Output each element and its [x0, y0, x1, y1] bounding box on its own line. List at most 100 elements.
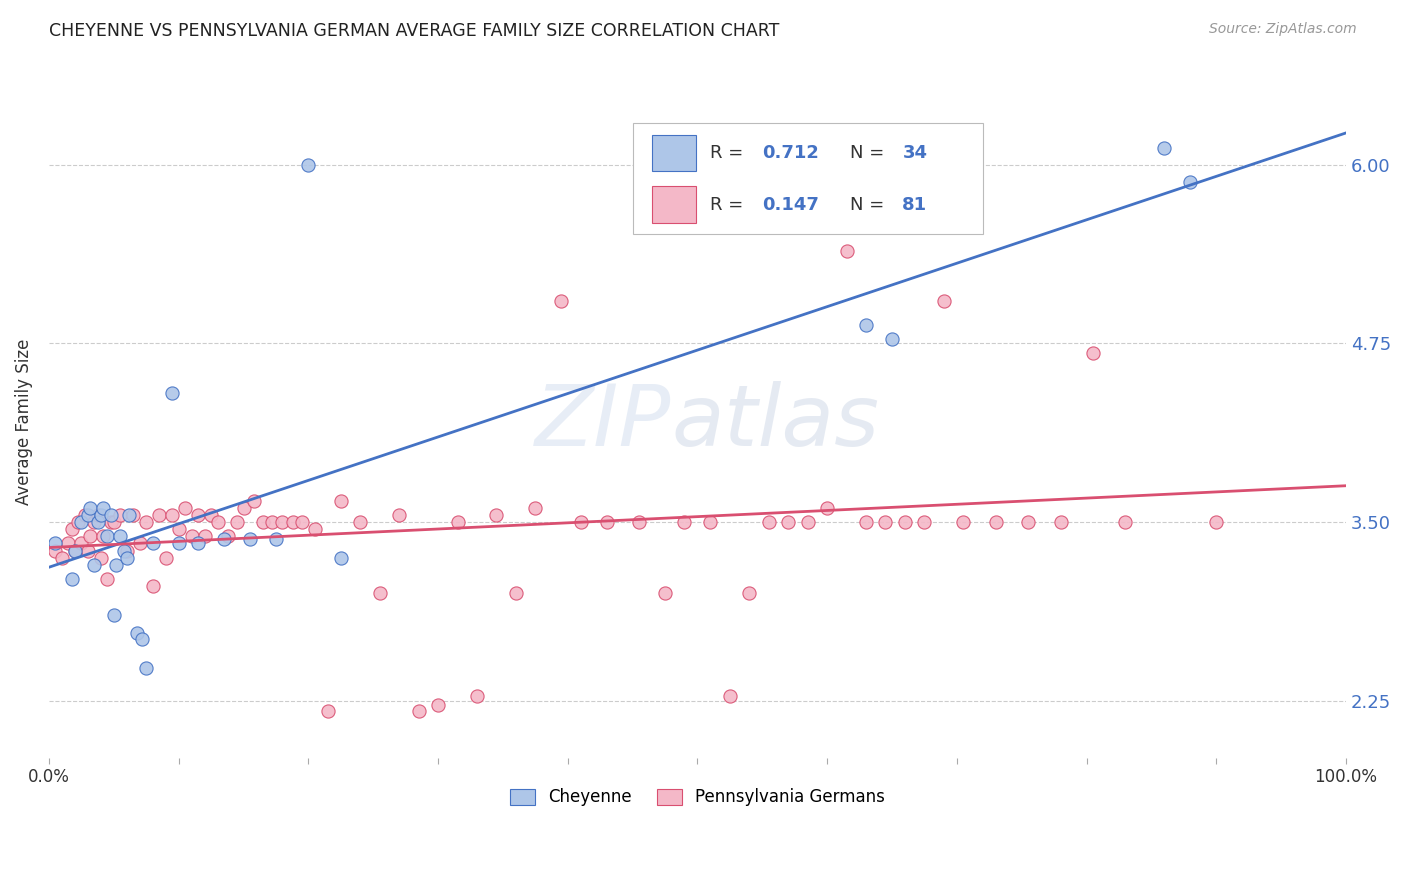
Point — [187, 536, 209, 550]
Point — [118, 508, 141, 522]
Point — [524, 500, 547, 515]
Point — [718, 690, 741, 704]
FancyBboxPatch shape — [652, 186, 696, 223]
Point — [505, 586, 527, 600]
Point — [569, 515, 592, 529]
Point — [44, 543, 66, 558]
Point — [51, 550, 73, 565]
Point — [90, 508, 112, 522]
Point — [70, 515, 93, 529]
Point — [127, 626, 149, 640]
Point — [446, 515, 468, 529]
Point — [44, 536, 66, 550]
Point — [115, 543, 138, 558]
Point — [388, 508, 411, 522]
Point — [103, 515, 125, 529]
Point — [217, 529, 239, 543]
Text: R =: R = — [710, 144, 749, 161]
Point — [135, 515, 157, 529]
Point — [87, 508, 110, 522]
Point — [550, 293, 572, 308]
Point — [200, 508, 222, 522]
Point — [815, 500, 838, 515]
Point — [167, 522, 190, 536]
Text: ZIP: ZIP — [536, 381, 672, 464]
Point — [796, 515, 818, 529]
Point — [226, 515, 249, 529]
Point — [128, 536, 150, 550]
Point — [243, 493, 266, 508]
Point — [316, 704, 339, 718]
Point — [131, 632, 153, 646]
Point — [291, 515, 314, 529]
Point — [160, 508, 183, 522]
Point — [93, 529, 115, 543]
Point — [58, 536, 80, 550]
Point — [90, 550, 112, 565]
Point — [1081, 346, 1104, 360]
Text: atlas: atlas — [672, 381, 880, 464]
Point — [212, 532, 235, 546]
Point — [194, 529, 217, 543]
Point — [63, 543, 86, 558]
Point — [699, 515, 721, 529]
Point — [60, 522, 83, 536]
Point — [63, 543, 86, 558]
Point — [932, 293, 955, 308]
Text: R =: R = — [710, 195, 749, 213]
Point — [1049, 515, 1071, 529]
Text: 0.712: 0.712 — [762, 144, 820, 161]
Point — [855, 318, 877, 332]
Point — [77, 543, 100, 558]
Point — [368, 586, 391, 600]
Point — [673, 515, 696, 529]
Text: N =: N = — [851, 195, 890, 213]
Point — [485, 508, 508, 522]
Point — [329, 493, 352, 508]
Point — [77, 508, 100, 522]
Point — [1114, 515, 1136, 529]
Point — [135, 661, 157, 675]
Point — [100, 508, 122, 522]
Point — [894, 515, 917, 529]
Point — [912, 515, 935, 529]
Point — [83, 515, 105, 529]
Point — [875, 515, 897, 529]
Point — [232, 500, 254, 515]
Text: Source: ZipAtlas.com: Source: ZipAtlas.com — [1209, 22, 1357, 37]
Point — [281, 515, 304, 529]
FancyBboxPatch shape — [652, 135, 696, 171]
Point — [180, 529, 202, 543]
Text: 81: 81 — [903, 195, 928, 213]
Point — [465, 690, 488, 704]
Point — [835, 244, 858, 258]
Point — [349, 515, 371, 529]
Point — [984, 515, 1007, 529]
Point — [628, 515, 651, 529]
Legend: Cheyenne, Pennsylvania Germans: Cheyenne, Pennsylvania Germans — [503, 781, 891, 814]
Point — [100, 515, 122, 529]
Point — [174, 500, 197, 515]
Point — [79, 500, 101, 515]
Point — [148, 508, 170, 522]
Point — [60, 572, 83, 586]
Point — [271, 515, 294, 529]
Point — [87, 515, 110, 529]
Point — [654, 586, 676, 600]
Point — [66, 515, 89, 529]
Point — [79, 529, 101, 543]
Point — [93, 500, 115, 515]
Point — [1205, 515, 1227, 529]
Point — [880, 332, 903, 346]
Point — [855, 515, 877, 529]
Text: CHEYENNE VS PENNSYLVANIA GERMAN AVERAGE FAMILY SIZE CORRELATION CHART: CHEYENNE VS PENNSYLVANIA GERMAN AVERAGE … — [49, 22, 779, 40]
Point — [142, 579, 165, 593]
Point — [260, 515, 283, 529]
Point — [427, 698, 450, 712]
Point — [952, 515, 974, 529]
Point — [738, 586, 761, 600]
FancyBboxPatch shape — [633, 123, 983, 234]
Point — [110, 508, 132, 522]
Point — [1017, 515, 1039, 529]
Point — [96, 529, 118, 543]
